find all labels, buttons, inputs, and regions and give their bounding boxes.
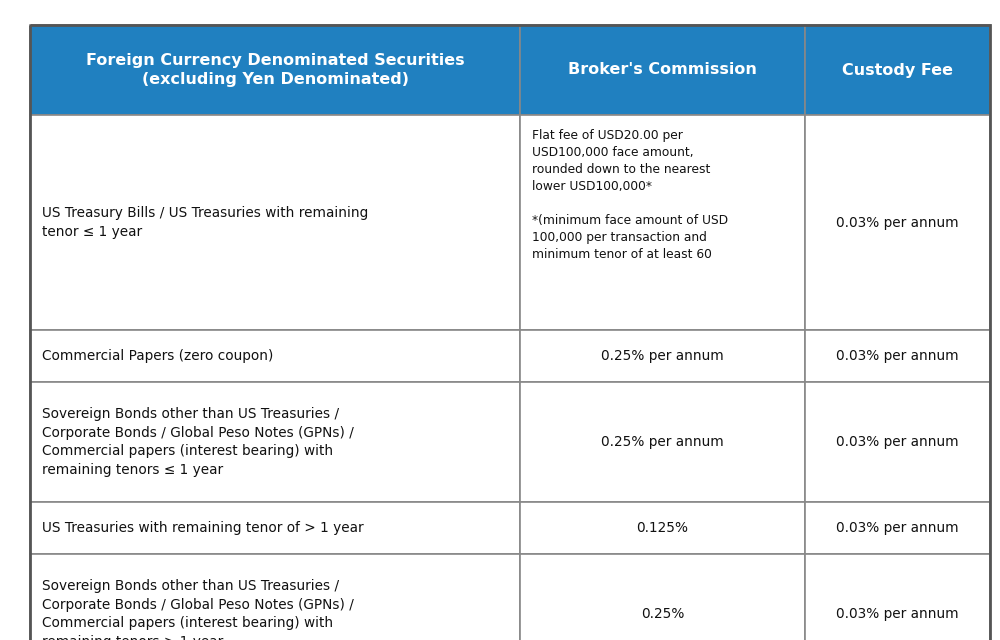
- Text: US Treasury Bills / US Treasuries with remaining
tenor ≤ 1 year: US Treasury Bills / US Treasuries with r…: [42, 206, 368, 239]
- Text: Broker's Commission: Broker's Commission: [568, 63, 757, 77]
- Text: US Treasuries with remaining tenor of > 1 year: US Treasuries with remaining tenor of > …: [42, 521, 364, 535]
- Text: Foreign Currency Denominated Securities
(excluding Yen Denominated): Foreign Currency Denominated Securities …: [86, 53, 464, 87]
- Bar: [30, 330, 520, 382]
- Text: 0.25%: 0.25%: [641, 607, 684, 621]
- Bar: [520, 382, 805, 502]
- Bar: [805, 330, 990, 382]
- Text: Custody Fee: Custody Fee: [842, 63, 953, 77]
- Bar: [805, 554, 990, 640]
- Text: 0.03% per annum: 0.03% per annum: [836, 216, 959, 230]
- Bar: [30, 115, 520, 330]
- Bar: [805, 382, 990, 502]
- Bar: [30, 25, 520, 115]
- Bar: [520, 330, 805, 382]
- Text: 0.25% per annum: 0.25% per annum: [601, 349, 724, 363]
- Text: Commercial Papers (zero coupon): Commercial Papers (zero coupon): [42, 349, 273, 363]
- Bar: [520, 554, 805, 640]
- Bar: [520, 502, 805, 554]
- Text: 0.03% per annum: 0.03% per annum: [836, 607, 959, 621]
- Text: Sovereign Bonds other than US Treasuries /
Corporate Bonds / Global Peso Notes (: Sovereign Bonds other than US Treasuries…: [42, 408, 354, 477]
- Bar: [30, 554, 520, 640]
- Bar: [520, 115, 805, 330]
- Text: 0.25% per annum: 0.25% per annum: [601, 435, 724, 449]
- Bar: [520, 25, 805, 115]
- Text: 0.125%: 0.125%: [637, 521, 688, 535]
- Text: 0.03% per annum: 0.03% per annum: [836, 521, 959, 535]
- Bar: [805, 502, 990, 554]
- Bar: [30, 382, 520, 502]
- Text: 0.03% per annum: 0.03% per annum: [836, 435, 959, 449]
- Bar: [805, 25, 990, 115]
- Text: 0.03% per annum: 0.03% per annum: [836, 349, 959, 363]
- Bar: [805, 115, 990, 330]
- Text: Flat fee of USD20.00 per
USD100,000 face amount,
rounded down to the nearest
low: Flat fee of USD20.00 per USD100,000 face…: [532, 129, 728, 261]
- Text: Sovereign Bonds other than US Treasuries /
Corporate Bonds / Global Peso Notes (: Sovereign Bonds other than US Treasuries…: [42, 579, 354, 640]
- Bar: [30, 502, 520, 554]
